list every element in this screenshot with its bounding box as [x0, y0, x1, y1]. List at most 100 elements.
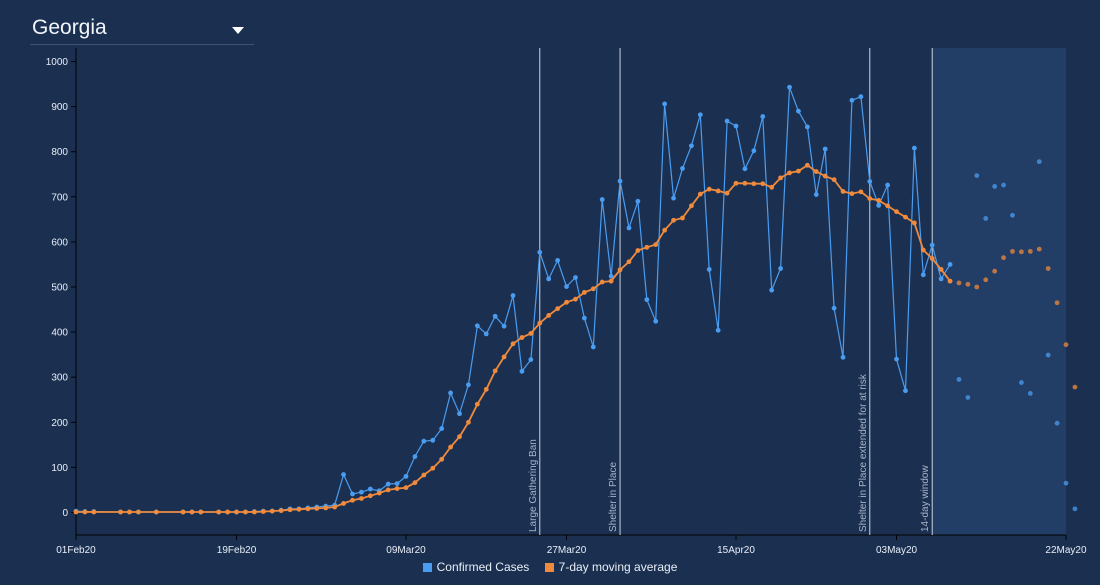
data-point: [804, 162, 810, 168]
data-point: [715, 327, 721, 333]
data-point: [332, 504, 338, 510]
data-point: [341, 501, 346, 506]
data-point: [787, 84, 792, 90]
data-point: [1036, 159, 1042, 165]
data-point: [537, 249, 543, 255]
legend-swatch-confirmed: [422, 562, 432, 572]
data-point: [474, 323, 480, 329]
data-point: [920, 272, 926, 278]
data-point: [448, 444, 453, 450]
data-point: [1072, 506, 1078, 512]
data-point: [118, 509, 123, 515]
data-point: [555, 257, 561, 263]
y-tick-label: 0: [62, 508, 68, 519]
data-point: [564, 284, 569, 289]
data-point: [911, 220, 917, 226]
legend-item-confirmed-cases[interactable]: Confirmed Cases: [422, 560, 529, 574]
data-point: [510, 341, 516, 347]
data-point: [938, 267, 944, 272]
data-point: [581, 290, 587, 295]
y-tick-label: 100: [51, 463, 68, 474]
data-point: [127, 509, 132, 515]
data-point: [689, 203, 694, 209]
data-point: [796, 168, 801, 174]
data-point: [1063, 342, 1069, 348]
data-point: [760, 181, 766, 187]
data-point: [546, 312, 552, 318]
data-point: [849, 97, 855, 103]
data-point: [421, 472, 427, 478]
data-point: [314, 505, 320, 511]
data-point: [234, 509, 239, 515]
series-line: [76, 164, 951, 513]
legend-swatch-average: [544, 562, 554, 572]
data-point: [840, 188, 846, 194]
data-point: [1045, 266, 1051, 271]
caret-down-icon[interactable]: [232, 27, 244, 34]
data-point: [73, 509, 79, 515]
data-point: [671, 195, 676, 201]
data-point: [831, 177, 837, 183]
y-tick-label: 300: [51, 373, 68, 384]
data-point: [1010, 248, 1015, 254]
data-point: [947, 262, 953, 267]
data-point: [1019, 249, 1024, 255]
data-point: [840, 354, 846, 360]
data-point: [403, 485, 409, 491]
data-point: [769, 287, 775, 293]
data-point: [608, 273, 614, 279]
data-point: [573, 275, 578, 280]
data-point: [920, 247, 926, 253]
legend-item-moving-average[interactable]: 7-day moving average: [544, 560, 678, 574]
data-point: [894, 209, 899, 215]
data-point: [457, 434, 462, 440]
annotation-label: Large Gathering Ban: [528, 439, 539, 532]
data-point: [715, 188, 721, 194]
data-point: [653, 318, 659, 324]
data-point: [796, 108, 801, 114]
data-point: [189, 509, 195, 515]
data-point: [412, 454, 418, 459]
data-point: [599, 279, 605, 285]
data-point: [510, 293, 516, 298]
data-point: [341, 472, 346, 477]
data-point: [965, 281, 971, 287]
data-point: [929, 256, 935, 261]
data-point: [822, 146, 828, 152]
data-point: [849, 191, 855, 197]
data-point: [608, 278, 614, 284]
data-point: [1045, 352, 1051, 358]
data-point: [733, 123, 739, 129]
data-point: [180, 509, 186, 515]
data-point: [573, 296, 578, 302]
data-point: [519, 335, 525, 340]
data-point: [751, 181, 757, 187]
data-point: [501, 354, 507, 360]
data-point: [555, 306, 561, 312]
data-point: [243, 509, 248, 515]
data-point: [359, 489, 364, 495]
data-point: [992, 268, 998, 274]
data-point: [323, 505, 329, 511]
data-point: [439, 426, 445, 431]
data-point: [1027, 248, 1033, 254]
state-label: Georgia: [32, 16, 107, 39]
data-point: [367, 486, 373, 492]
data-point: [153, 509, 159, 515]
data-point: [974, 173, 980, 179]
data-point: [751, 148, 757, 154]
data-point: [733, 180, 739, 186]
y-tick-label: 800: [51, 147, 68, 158]
data-point: [885, 203, 891, 209]
y-tick-label: 600: [51, 237, 68, 248]
state-dropdown[interactable]: Georgia: [30, 10, 254, 45]
y-tick-label: 200: [51, 418, 68, 429]
data-point: [885, 182, 891, 188]
data-point: [581, 315, 587, 321]
data-point: [626, 225, 632, 231]
data-point: [599, 197, 605, 202]
legend-label-average: 7-day moving average: [558, 560, 678, 574]
x-tick-label: 19Feb20: [217, 545, 257, 556]
y-tick-label: 500: [51, 282, 68, 293]
data-point: [644, 244, 650, 250]
